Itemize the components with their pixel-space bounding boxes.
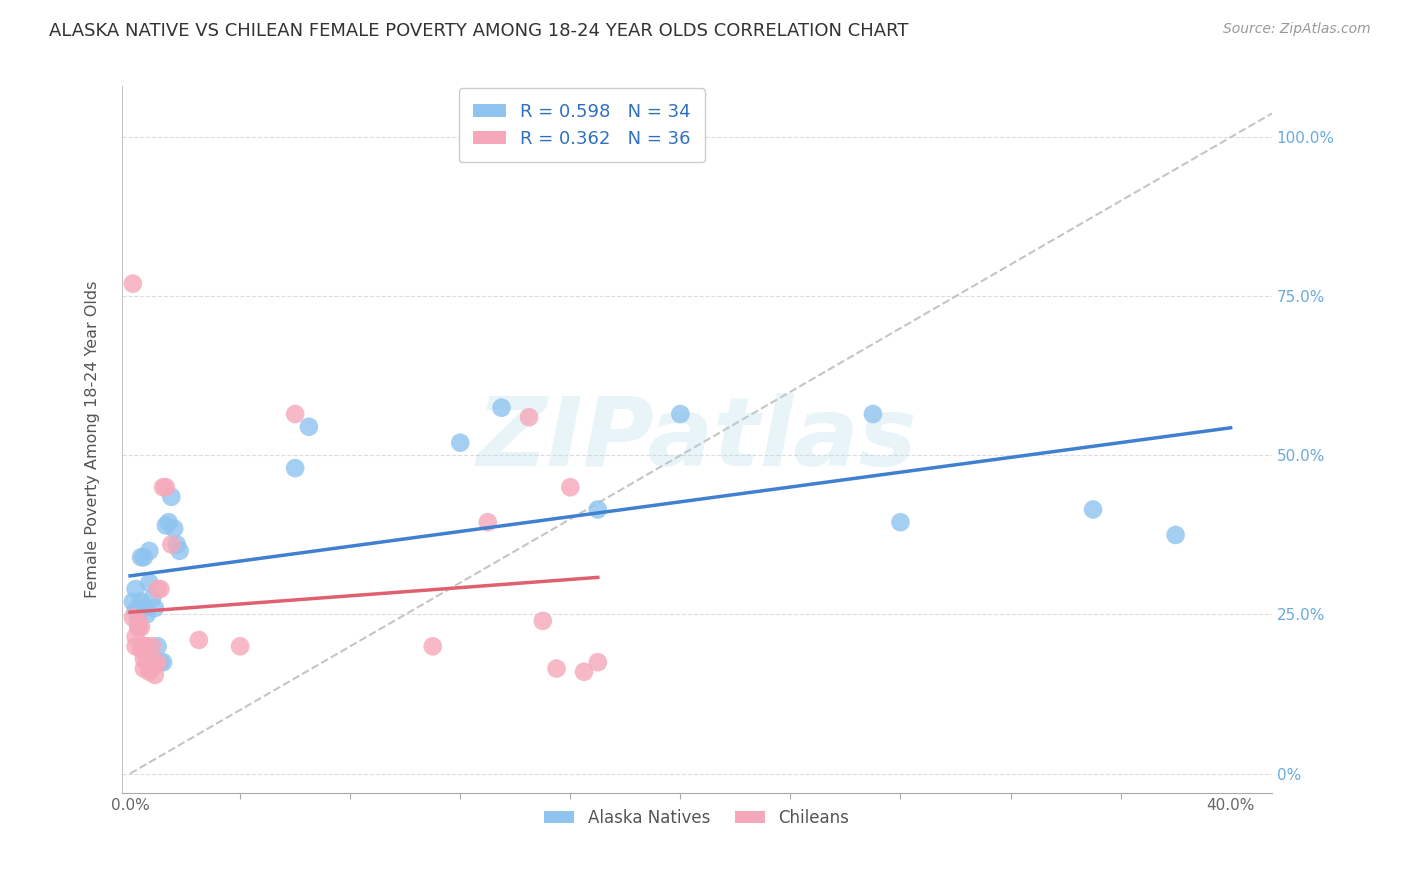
Text: Source: ZipAtlas.com: Source: ZipAtlas.com <box>1223 22 1371 37</box>
Point <box>132 640 155 654</box>
Point <box>546 662 568 676</box>
Point <box>129 620 152 634</box>
Point <box>135 640 157 654</box>
Point <box>491 401 513 415</box>
Point <box>146 640 169 654</box>
Point <box>135 655 157 669</box>
Point <box>143 668 166 682</box>
Point <box>127 620 149 634</box>
Point <box>169 544 191 558</box>
Point <box>129 642 152 657</box>
Point <box>124 604 146 618</box>
Point <box>138 665 160 679</box>
Point <box>146 655 169 669</box>
Point <box>132 601 155 615</box>
Point <box>124 630 146 644</box>
Point <box>121 610 143 624</box>
Point <box>889 515 911 529</box>
Point <box>517 410 540 425</box>
Point <box>157 515 180 529</box>
Point <box>187 632 209 647</box>
Point <box>152 480 174 494</box>
Point <box>1164 528 1187 542</box>
Legend: Alaska Natives, Chileans: Alaska Natives, Chileans <box>537 803 856 834</box>
Point <box>163 522 186 536</box>
Point <box>560 480 582 494</box>
Point <box>138 575 160 590</box>
Point <box>132 550 155 565</box>
Point <box>152 655 174 669</box>
Y-axis label: Female Poverty Among 18-24 Year Olds: Female Poverty Among 18-24 Year Olds <box>86 281 100 599</box>
Point <box>477 515 499 529</box>
Point <box>449 435 471 450</box>
Point <box>531 614 554 628</box>
Text: ALASKA NATIVE VS CHILEAN FEMALE POVERTY AMONG 18-24 YEAR OLDS CORRELATION CHART: ALASKA NATIVE VS CHILEAN FEMALE POVERTY … <box>49 22 908 40</box>
Point <box>129 595 152 609</box>
Point <box>1081 502 1104 516</box>
Point <box>422 640 444 654</box>
Point <box>669 407 692 421</box>
Point <box>132 662 155 676</box>
Point <box>149 582 172 596</box>
Point <box>141 591 163 606</box>
Point <box>141 655 163 669</box>
Point <box>586 502 609 516</box>
Point <box>124 640 146 654</box>
Point <box>284 407 307 421</box>
Point <box>155 518 177 533</box>
Point <box>138 544 160 558</box>
Point <box>127 620 149 634</box>
Point <box>862 407 884 421</box>
Point <box>586 655 609 669</box>
Point <box>155 480 177 494</box>
Point <box>132 652 155 666</box>
Point <box>135 640 157 654</box>
Point <box>138 662 160 676</box>
Point <box>229 640 252 654</box>
Point <box>127 604 149 618</box>
Point <box>160 537 183 551</box>
Point <box>135 607 157 622</box>
Point <box>121 595 143 609</box>
Point <box>141 640 163 654</box>
Text: ZIPatlas: ZIPatlas <box>477 393 917 486</box>
Point <box>572 665 595 679</box>
Point <box>160 490 183 504</box>
Point <box>121 277 143 291</box>
Point <box>124 582 146 596</box>
Point <box>166 537 188 551</box>
Point <box>146 582 169 596</box>
Point <box>284 461 307 475</box>
Point <box>143 601 166 615</box>
Point <box>298 419 321 434</box>
Point <box>129 550 152 565</box>
Point <box>143 658 166 673</box>
Point <box>149 655 172 669</box>
Point <box>127 614 149 628</box>
